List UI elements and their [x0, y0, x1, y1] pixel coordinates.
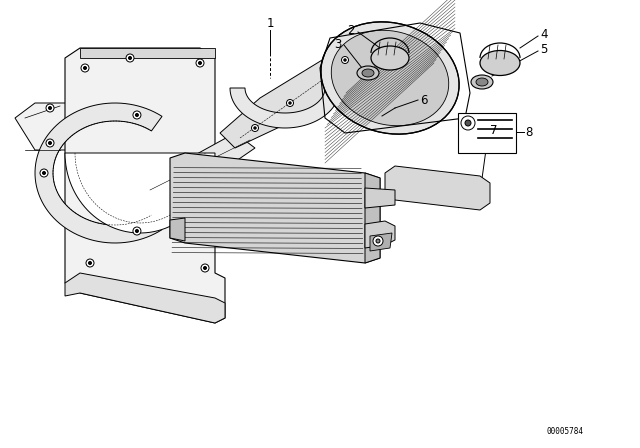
Circle shape: [46, 139, 54, 147]
Circle shape: [40, 169, 48, 177]
Circle shape: [136, 113, 138, 116]
Circle shape: [42, 172, 45, 175]
Polygon shape: [170, 218, 185, 241]
Circle shape: [461, 116, 475, 130]
Ellipse shape: [476, 78, 488, 86]
Circle shape: [126, 54, 134, 62]
Text: 4: 4: [540, 27, 547, 40]
Circle shape: [289, 102, 291, 104]
Circle shape: [254, 127, 256, 129]
Polygon shape: [370, 233, 392, 251]
Ellipse shape: [332, 30, 449, 126]
Circle shape: [46, 104, 54, 112]
Ellipse shape: [480, 51, 520, 76]
Polygon shape: [135, 133, 255, 203]
Circle shape: [86, 259, 94, 267]
Text: 6: 6: [420, 94, 428, 107]
Circle shape: [49, 107, 51, 109]
Polygon shape: [65, 48, 225, 323]
Circle shape: [373, 236, 383, 246]
Circle shape: [129, 56, 131, 60]
Circle shape: [287, 99, 294, 107]
Polygon shape: [365, 188, 395, 208]
Polygon shape: [365, 173, 380, 263]
Polygon shape: [365, 221, 395, 248]
Circle shape: [252, 125, 259, 132]
Circle shape: [133, 111, 141, 119]
Circle shape: [196, 59, 204, 67]
Circle shape: [465, 120, 471, 126]
Ellipse shape: [371, 46, 409, 70]
Polygon shape: [220, 43, 380, 148]
Polygon shape: [385, 166, 490, 210]
Circle shape: [342, 56, 349, 64]
Circle shape: [198, 61, 202, 65]
Ellipse shape: [321, 22, 459, 134]
Text: 7: 7: [490, 124, 497, 137]
Circle shape: [136, 229, 138, 233]
Circle shape: [88, 262, 92, 264]
Text: 3: 3: [335, 38, 342, 51]
Text: 00005784: 00005784: [547, 427, 584, 436]
Ellipse shape: [471, 75, 493, 89]
Polygon shape: [170, 153, 380, 263]
Polygon shape: [185, 213, 380, 253]
Text: 1: 1: [266, 17, 274, 30]
Polygon shape: [65, 153, 215, 233]
Text: 2: 2: [348, 23, 355, 36]
Circle shape: [201, 264, 209, 272]
Circle shape: [49, 142, 51, 145]
Bar: [458, 113, 516, 153]
Polygon shape: [80, 48, 215, 58]
Circle shape: [204, 267, 207, 270]
Polygon shape: [15, 103, 80, 150]
Polygon shape: [65, 273, 225, 323]
Circle shape: [83, 66, 86, 69]
Polygon shape: [230, 88, 340, 128]
Ellipse shape: [357, 66, 379, 80]
Text: 5: 5: [540, 43, 547, 56]
Circle shape: [344, 59, 346, 61]
Text: 8: 8: [525, 125, 532, 138]
Circle shape: [376, 239, 380, 243]
Circle shape: [81, 64, 89, 72]
Polygon shape: [35, 103, 162, 243]
Ellipse shape: [362, 69, 374, 77]
Circle shape: [133, 227, 141, 235]
